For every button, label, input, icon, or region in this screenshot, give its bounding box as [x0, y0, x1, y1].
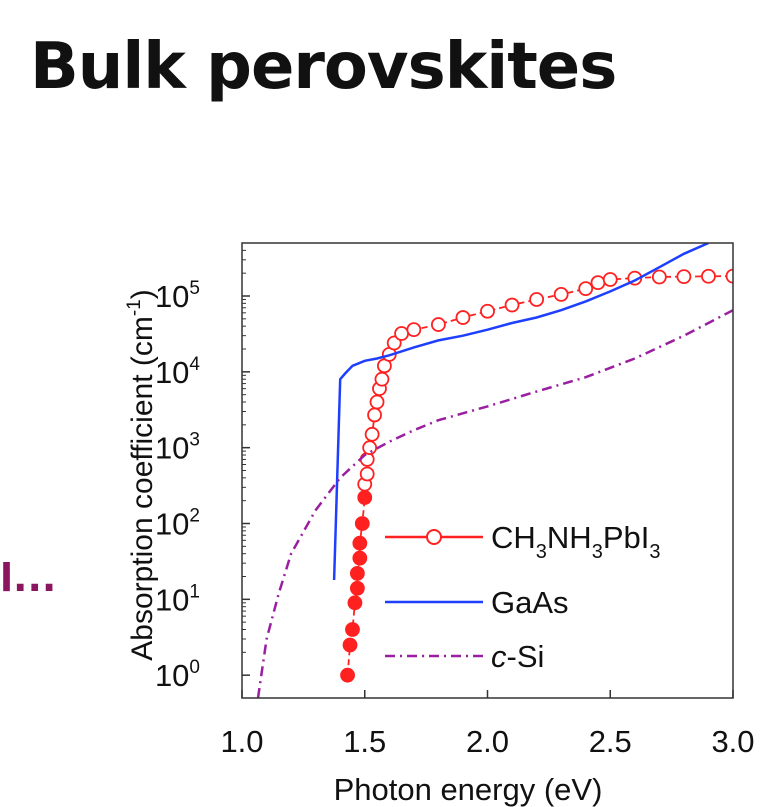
x-tick-label: 2.5	[589, 724, 632, 759]
data-point-ch3nh3pbi3	[340, 667, 355, 683]
y-axis: 100 101 102 103 104 105	[155, 242, 250, 693]
data-point-ch3nh3pbi3	[406, 322, 422, 338]
legend-marker-ch3nh3pbi3	[426, 529, 442, 545]
x-axis: 1.0 1.5 2.0 2.5 3.0	[220, 690, 755, 759]
series-group	[256, 243, 733, 698]
data-point-ch3nh3pbi3	[529, 292, 544, 307]
data-point-ch3nh3pbi3	[701, 268, 716, 284]
data-point-ch3nh3pbi3	[359, 466, 375, 482]
y-tick-label: 102	[155, 506, 200, 542]
data-point-ch3nh3pbi3	[349, 565, 365, 581]
data-point-ch3nh3pbi3	[369, 394, 385, 410]
data-point-ch3nh3pbi3	[394, 326, 409, 341]
y-tick-label: 104	[155, 354, 200, 390]
data-point-ch3nh3pbi3	[455, 310, 471, 325]
data-point-ch3nh3pbi3	[342, 637, 358, 653]
y-tick-label: 101	[155, 581, 200, 617]
x-axis-label: Photon energy (eV)	[334, 772, 603, 807]
data-point-ch3nh3pbi3	[480, 303, 495, 319]
x-tick-label: 2.0	[466, 724, 509, 759]
data-point-ch3nh3pbi3	[349, 580, 365, 596]
legend-label-csi: c-Si	[491, 639, 544, 674]
data-point-ch3nh3pbi3	[364, 426, 380, 442]
y-tick-label: 103	[155, 430, 200, 466]
legend-label-gaas: GaAs	[491, 585, 569, 620]
legend: CH3NH3PbI3 GaAs c-Si	[385, 520, 660, 674]
data-point-ch3nh3pbi3	[362, 440, 378, 456]
slide-title: Bulk perovskites	[30, 30, 617, 104]
data-point-ch3nh3pbi3	[374, 371, 390, 387]
series-line-gaas	[332, 243, 710, 581]
data-point-ch3nh3pbi3	[359, 452, 375, 467]
x-tick-label: 1.0	[220, 724, 263, 759]
x-tick-label: 1.5	[343, 724, 386, 759]
cut-off-text: l...	[0, 556, 57, 600]
data-point-ch3nh3pbi3	[347, 595, 363, 611]
data-point-ch3nh3pbi3	[676, 269, 692, 285]
data-point-ch3nh3pbi3	[725, 268, 733, 284]
x-tick-label: 3.0	[711, 724, 754, 759]
data-point-ch3nh3pbi3	[651, 269, 667, 285]
y-axis-label: Absorption coefficient (cm-1)	[124, 289, 159, 661]
data-point-ch3nh3pbi3	[602, 272, 618, 287]
y-tick-label: 100	[155, 657, 200, 693]
series-line-csi	[256, 309, 733, 698]
data-point-ch3nh3pbi3	[590, 275, 606, 291]
data-point-ch3nh3pbi3	[352, 535, 368, 551]
data-point-ch3nh3pbi3	[386, 335, 402, 351]
legend-label-ch3nh3pbi3: CH3NH3PbI3	[491, 520, 660, 563]
data-point-ch3nh3pbi3	[430, 317, 446, 332]
data-point-ch3nh3pbi3	[352, 550, 368, 566]
data-point-ch3nh3pbi3	[367, 407, 382, 423]
data-point-ch3nh3pbi3	[578, 281, 594, 297]
data-point-ch3nh3pbi3	[357, 490, 373, 505]
data-point-ch3nh3pbi3	[504, 297, 520, 313]
data-point-ch3nh3pbi3	[345, 622, 360, 637]
data-point-ch3nh3pbi3	[354, 516, 370, 531]
data-point-ch3nh3pbi3	[553, 286, 569, 302]
y-tick-label: 105	[155, 278, 200, 314]
